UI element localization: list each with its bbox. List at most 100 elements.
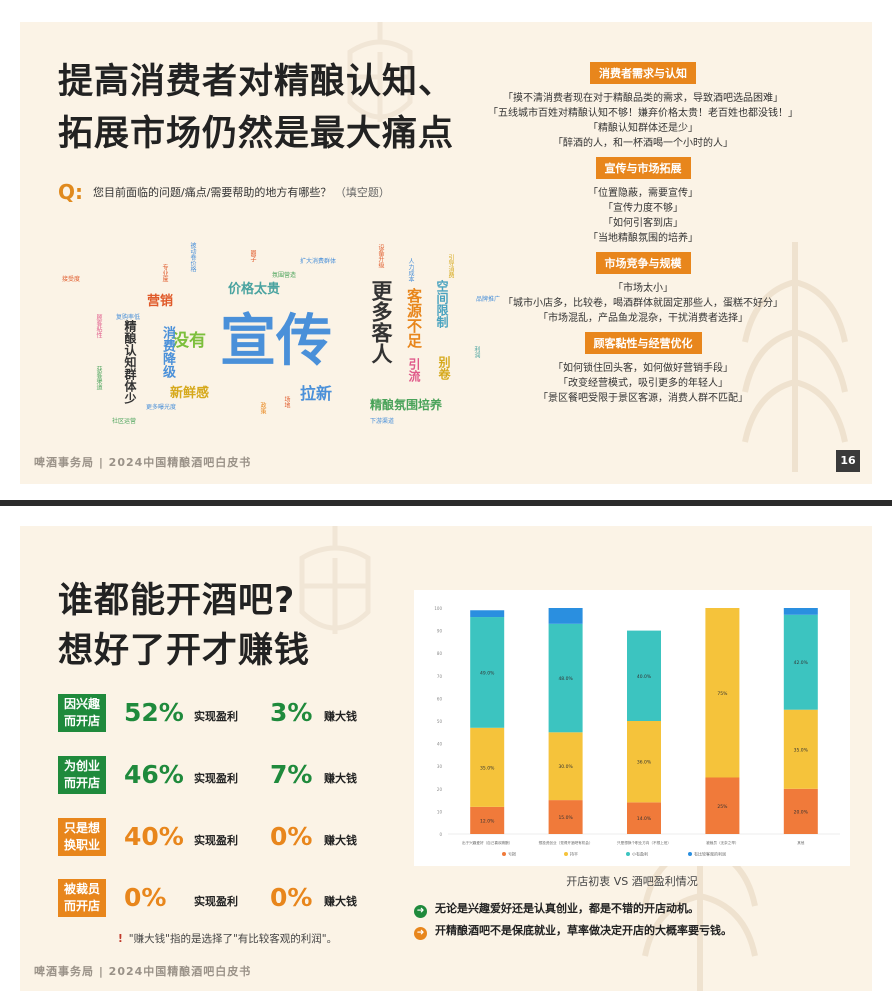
word-cloud-term: 价格太贵 — [228, 282, 281, 297]
data-label: 12.0% — [480, 818, 495, 824]
data-label: 49.0% — [480, 670, 495, 676]
profit-label: 实现盈利 — [194, 895, 238, 908]
bar-segment — [783, 614, 818, 710]
data-label: 35.0% — [794, 747, 809, 753]
profit-label: 实现盈利 — [194, 772, 238, 785]
footer: 啤酒事务局 | 2024中国精酿酒吧白皮书 — [34, 456, 252, 469]
pain-points-panel: 消费者需求与认知 「摸不清消费者现在对于精酿品类的需求，导致酒吧选品困难」 「五线城… — [478, 56, 808, 406]
wheat-watermark-icon — [742, 242, 848, 472]
footer: 啤酒事务局 | 2024中国精酿酒吧白皮书 — [34, 965, 252, 978]
profit-percent: 52% — [124, 698, 184, 727]
word-cloud-term: 专业度 — [161, 264, 168, 282]
data-label: 40.0% — [637, 674, 652, 680]
legend-swatch — [502, 852, 506, 856]
bar-segment — [783, 709, 818, 789]
bar-segment — [548, 623, 583, 733]
big-profit-percent: 7% — [270, 760, 313, 789]
profit-percent: 40% — [124, 822, 184, 851]
word-cloud-term: 消费降级 — [160, 326, 175, 378]
word-cloud-term: 别卷 — [437, 356, 451, 380]
slide-16: 提高消费者对精酿认知、 拓展市场仍然是最大痛点 Q: 您目前面临的问题/痛点/需要… — [0, 0, 892, 500]
y-tick-label: 50 — [437, 719, 443, 724]
legend-label: 亏损 — [508, 851, 516, 857]
data-label: 42.0% — [794, 660, 809, 666]
word-cloud-term: 精酿氛围培养 — [370, 398, 443, 412]
reason-badge: 只是想 换职业 — [58, 818, 106, 856]
reason-line-2: 而开店 — [63, 899, 100, 913]
category-label: 被裁员（无奈之举） — [706, 840, 738, 845]
word-cloud-term: 利润 — [473, 346, 480, 358]
title-line-2: 想好了开才赚钱 — [58, 631, 311, 671]
conclusion-text: 开精酿酒吧不是保底就业，草率做决定开店的大概率要亏钱。 — [435, 924, 732, 937]
bar-segment — [705, 777, 740, 834]
quote-line: 「位置隐蔽，需要宣传」 — [588, 188, 698, 199]
reason-badge: 因兴趣 而开店 — [58, 694, 106, 732]
data-label: 75% — [717, 691, 728, 697]
legend-swatch — [626, 852, 630, 856]
bar-segment — [548, 800, 583, 834]
y-tick-label: 70 — [437, 674, 443, 679]
bar-segment — [705, 608, 740, 778]
quote-line: 「宣传力度不够」 — [603, 203, 683, 214]
section-heading: 市场竞争与规模 — [595, 252, 691, 274]
big-profit-label: 赚大钱 — [324, 895, 357, 908]
word-cloud-term: 品牌推广 — [476, 296, 501, 303]
y-tick-label: 100 — [434, 606, 442, 611]
section-heading: 宣传与市场拓展 — [595, 157, 691, 179]
bar-segment — [470, 617, 505, 728]
data-label: 48.0% — [558, 676, 573, 682]
word-cloud-term: 新鲜感 — [170, 386, 210, 401]
legend-label: 小有盈利 — [632, 851, 648, 857]
chart-caption: 开店初衷 VS 酒吧盈利情况 — [566, 875, 698, 888]
section-heading: 消费者需求与认知 — [590, 62, 696, 84]
reason-line-1: 被裁员 — [63, 882, 100, 896]
quote-line: 「市场太小」 — [613, 283, 673, 294]
section-heading: 顾客黏性与经营优化 — [584, 332, 702, 354]
category-label: 出于兴趣爱好（自己喜欢精酿） — [462, 840, 512, 845]
arrow-right-icon: ➜ — [414, 905, 427, 918]
y-tick-label: 10 — [437, 809, 443, 814]
word-cloud-term: 客源不足 — [405, 288, 423, 348]
profit-label: 实现盈利 — [194, 834, 238, 847]
reason-line-2: 而开店 — [63, 714, 100, 728]
bar-segment — [548, 608, 583, 624]
y-tick-label: 0 — [439, 832, 442, 837]
stacked-bar-chart: 0 10 20 30 40 50 60 70 80 90 100 12.0% 35.0% 49.0% 出于兴… — [414, 590, 850, 866]
word-cloud-term: 获客渠道 — [95, 366, 102, 390]
title-line-1: 谁都能开酒吧? — [58, 581, 296, 621]
quote-line: 「景区餐吧受限于景区客源，消费人群不匹配」 — [538, 393, 748, 404]
data-label: 25% — [717, 804, 728, 810]
word-cloud-term: 精酿认知群体少 — [123, 320, 137, 404]
quote-line: 「摸不清消费者现在对于精酿品类的需求，导致酒吧选品困难」 — [503, 93, 783, 104]
y-tick-label: 90 — [437, 629, 443, 634]
word-cloud-term: 政策 — [259, 402, 266, 414]
quote-line: 「醉酒的人，和一杯酒喝一个小时的人」 — [553, 138, 733, 149]
slide-16-canvas: 提高消费者对精酿认知、 拓展市场仍然是最大痛点 Q: 您目前面临的问题/痛点/需要… — [20, 22, 872, 484]
word-cloud-term: 复购率低 — [116, 314, 141, 321]
word-cloud-term: 下游渠道 — [370, 418, 395, 425]
question-label: Q: — [58, 180, 83, 204]
chart-svg: 0 10 20 30 40 50 60 70 80 90 100 12.0% 35.0% 49.0% 出于兴… — [434, 606, 840, 857]
legend-swatch — [564, 852, 568, 856]
big-profit-label: 赚大钱 — [324, 772, 357, 785]
exclamation-icon: ! — [118, 933, 123, 945]
word-cloud-term: 营销 — [147, 294, 174, 309]
quote-line: 「城市小店多，比较卷，喝酒群体就固定那些人，蛋糕不好分」 — [503, 298, 783, 309]
word-cloud-term: 圈子 — [249, 250, 256, 262]
data-label: 35.0% — [480, 765, 495, 771]
y-tick-label: 20 — [437, 787, 443, 792]
bar-segment — [470, 610, 505, 618]
title-line-1: 提高消费者对精酿认知、 — [58, 62, 455, 102]
word-cloud-term: 空间限制 — [435, 280, 449, 328]
category-label: 只是想换个职业方向（不想上班） — [617, 840, 671, 845]
reason-badge: 为创业 而开店 — [58, 756, 106, 794]
reason-line-2: 而开店 — [63, 776, 100, 790]
bar-segment — [627, 802, 661, 834]
bar-segment — [548, 732, 583, 801]
word-cloud-term: 拉新 — [300, 384, 333, 403]
big-profit-percent: 0% — [270, 822, 313, 851]
category-label: 其他 — [797, 840, 805, 845]
legend-label: 有比较客观的利润 — [694, 851, 726, 857]
big-profit-percent: 0% — [270, 883, 313, 912]
data-label: 30.0% — [558, 764, 573, 770]
